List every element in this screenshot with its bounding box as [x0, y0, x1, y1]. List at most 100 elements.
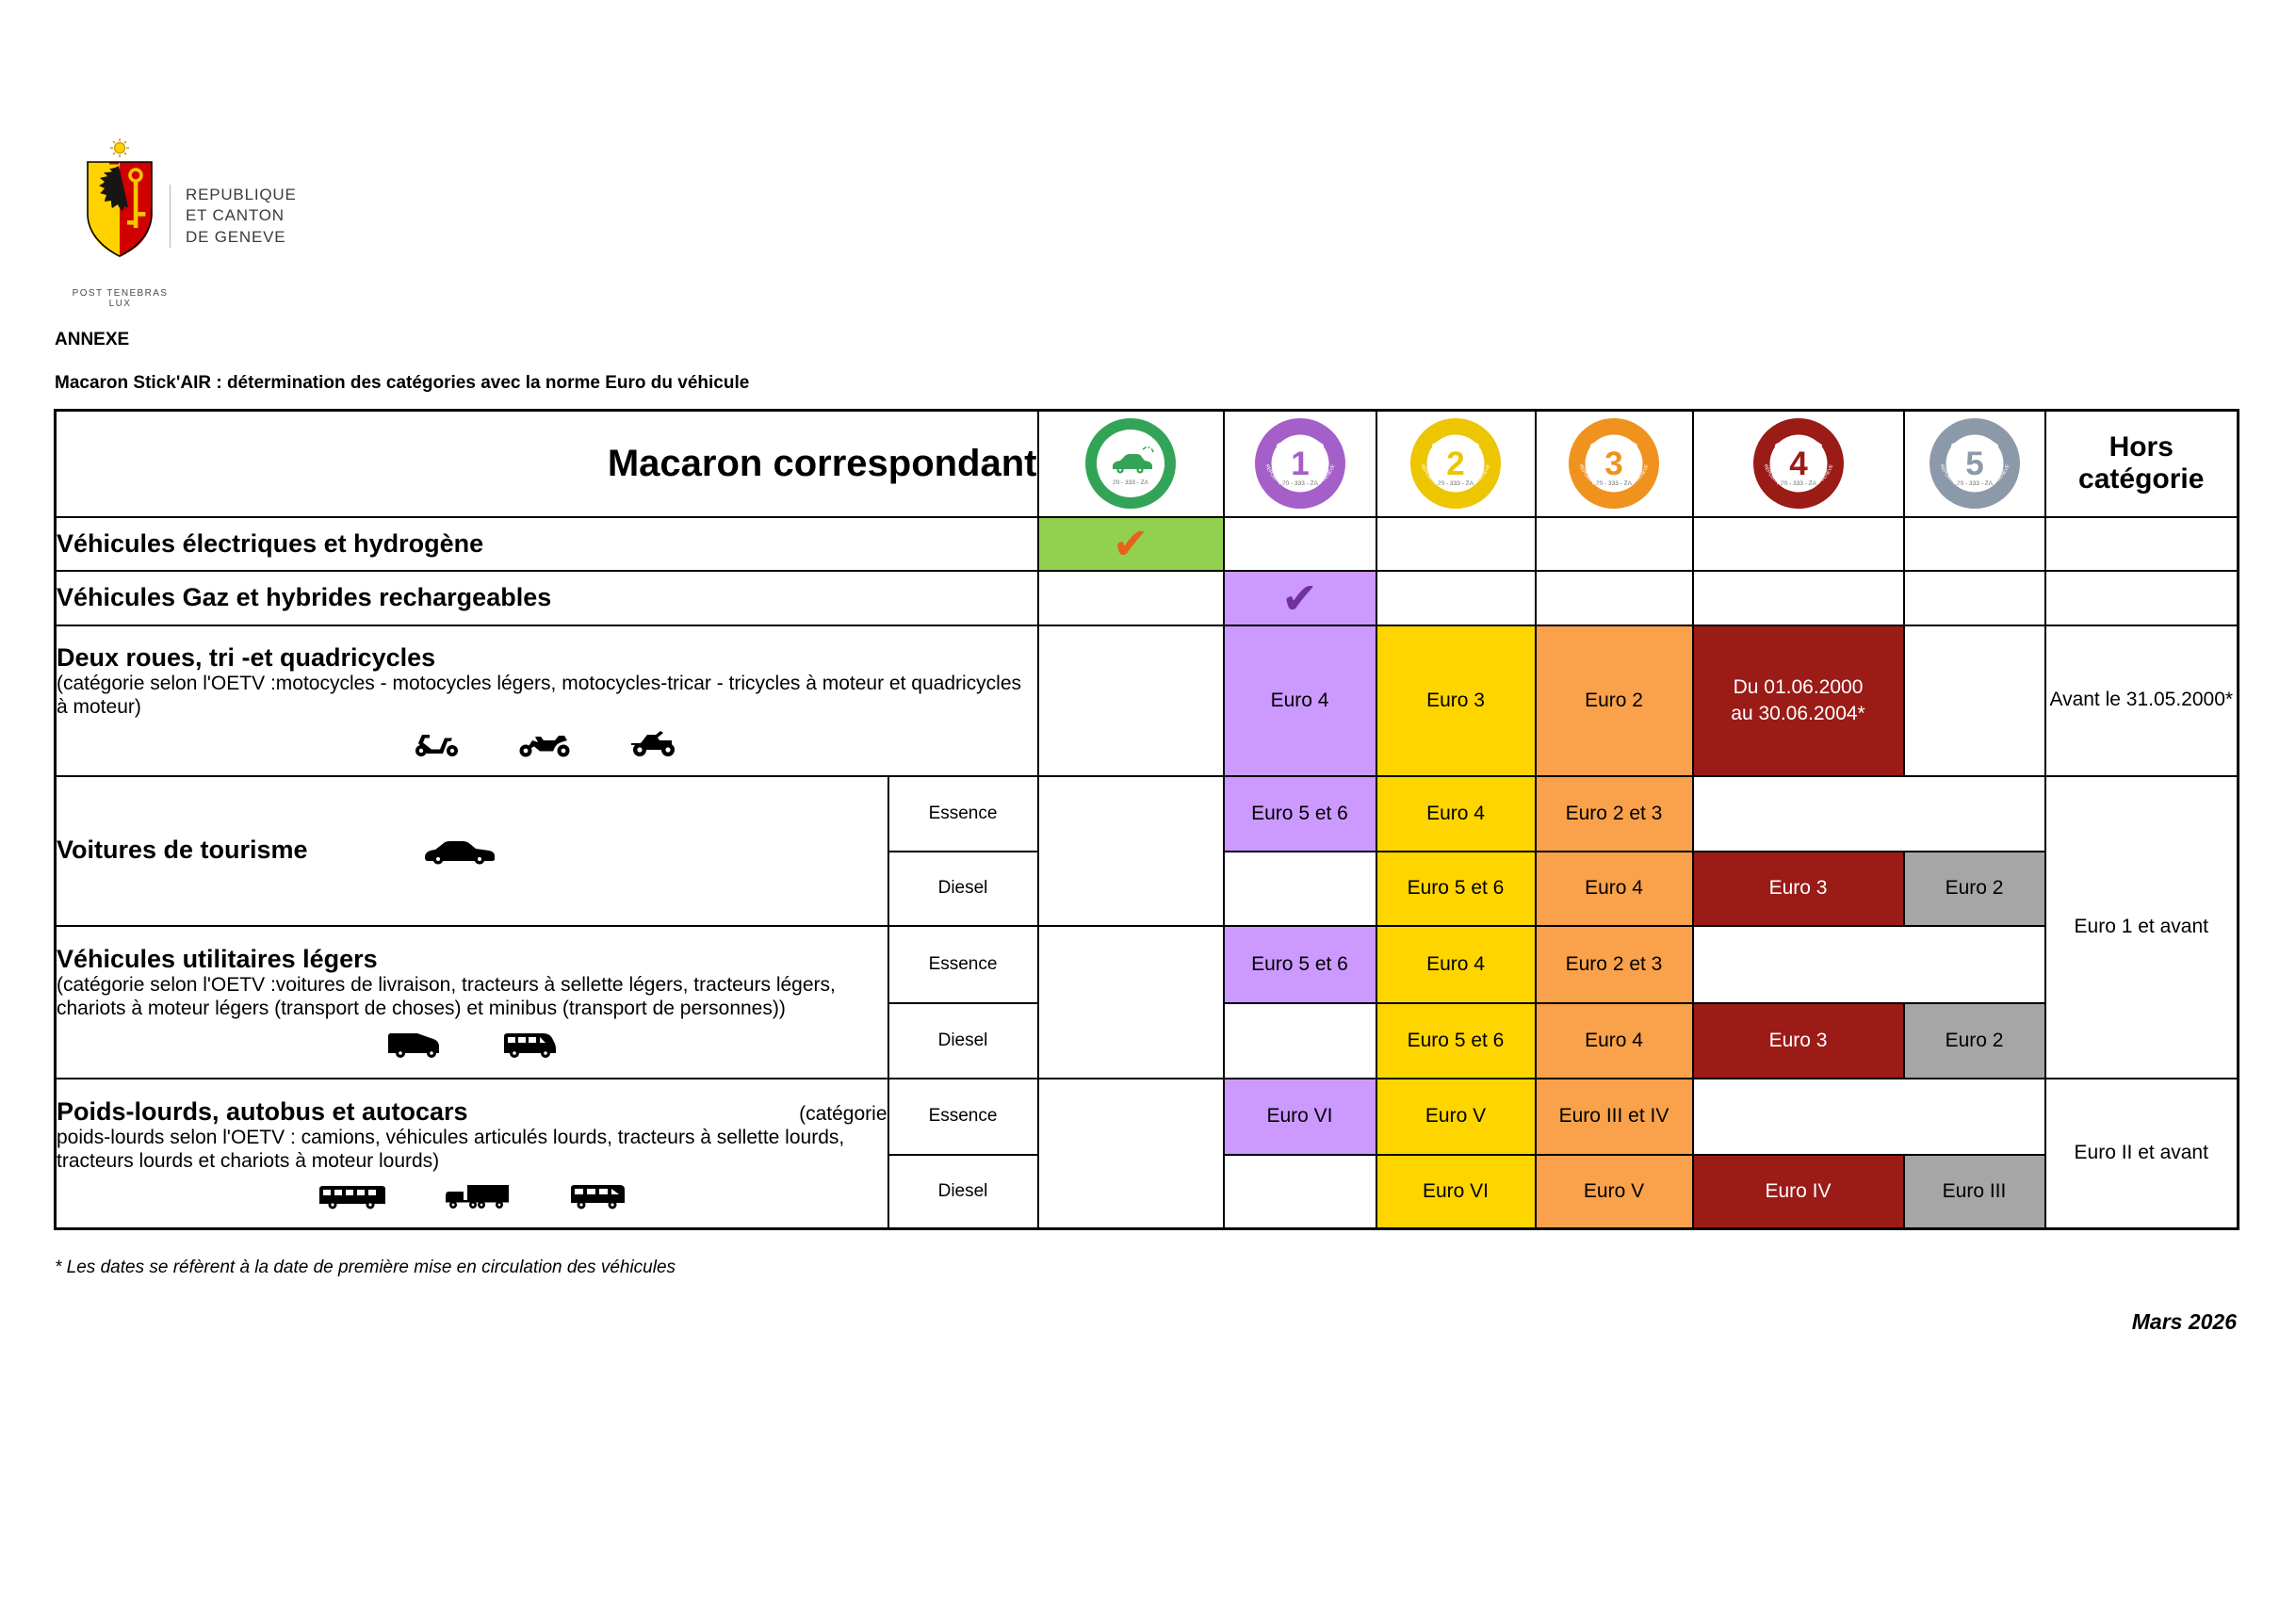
cell-empty	[1692, 570, 1905, 626]
svg-text:4: 4	[1789, 446, 1808, 482]
cell-utility-diesel-yellow: Euro 5 et 6	[1376, 1002, 1537, 1079]
cell-utility-diesel-gray: Euro 2	[1903, 1002, 2046, 1079]
svg-text:20 - 333 - ZA: 20 - 333 - ZA	[1438, 480, 1474, 487]
svg-text:Stick'AIR: Stick'AIR	[1588, 436, 1639, 454]
geneva-coat-of-arms	[87, 138, 153, 257]
cell-heavy-hors: Euro II et avant	[2044, 1078, 2239, 1230]
fuel-cell-cars-essence: Essence	[887, 775, 1039, 852]
badge-cell-electric: 20 - 333 - ZA Stick'AIR RÉPUBLIQUE ET CA…	[1037, 410, 1225, 518]
fuel-cell-heavy-essence: Essence	[887, 1078, 1039, 1156]
row-label-gas: Véhicules Gaz et hybrides rechargeables	[55, 570, 1039, 626]
stickair-badge-electric-icon: 20 - 333 - ZA Stick'AIR RÉPUBLIQUE ET CA…	[1085, 418, 1176, 510]
cell-cars-utility-hors: Euro 1 et avant	[2044, 775, 2239, 1079]
cell-empty	[1903, 516, 2046, 572]
cell-heavy-diesel-yellow: Euro VI	[1376, 1154, 1537, 1230]
row-label-electric: Véhicules électriques et hydrogène	[55, 516, 1039, 572]
cell-two-wheels-orange: Euro 2	[1535, 625, 1694, 777]
cell-utility-essence-yellow: Euro 4	[1376, 925, 1537, 1004]
svg-text:5: 5	[1965, 446, 1983, 482]
svg-text:20 - 333 - ZA: 20 - 333 - ZA	[1781, 480, 1817, 487]
hors-categorie-header: Hors catégorie	[2044, 410, 2239, 518]
heavy-title: Poids-lourds, autobus et autocars	[57, 1096, 468, 1126]
scooter-icon	[415, 734, 459, 756]
cell-empty	[2044, 570, 2239, 626]
cell-empty	[1037, 570, 1225, 626]
crest-sun-icon	[110, 138, 129, 157]
bus-icon	[318, 1185, 385, 1209]
svg-text:20 - 333 - ZA: 20 - 333 - ZA	[1596, 480, 1633, 487]
cell-two-wheels-purple: Euro 4	[1223, 625, 1377, 777]
stickair-badge-3-icon: 3 20 - 333 - ZA Stick'AIR RÉPUBLIQUE ET …	[1569, 418, 1659, 510]
cell-empty	[1535, 516, 1694, 572]
cell-heavy-diesel-orange: Euro V	[1535, 1154, 1694, 1230]
heavy-desc: poids-lourds selon l'OETV : camions, véh…	[57, 1127, 845, 1172]
cell-heavy-diesel-purple	[1223, 1154, 1377, 1230]
stickair-badge-5-icon: 5 20 - 333 - ZA Stick'AIR RÉPUBLIQUE ET …	[1929, 418, 2020, 510]
fuel-cell-cars-diesel: Diesel	[887, 851, 1039, 927]
date-range-line: Du 01.06.2000	[1733, 676, 1864, 699]
cell-cars-diesel-yellow: Euro 5 et 6	[1376, 851, 1537, 927]
cell-heavy-green	[1037, 1078, 1225, 1230]
cell-electric-green-check: ✔	[1037, 516, 1225, 572]
stickair-category-table: Macaron correspondant 20 - 333	[54, 409, 2239, 1230]
canton-line: DE GENEVE	[186, 227, 286, 246]
two-wheels-icons	[57, 727, 1036, 757]
row-label-cars: Voitures de tourisme	[55, 775, 889, 927]
svg-text:20 - 333 - ZA: 20 - 333 - ZA	[1113, 479, 1149, 486]
badge-cell-2: 2 20 - 333 - ZA Stick'AIR RÉPUBLIQUE ET …	[1376, 410, 1537, 518]
date-range-line: au 30.06.2004*	[1731, 702, 1865, 724]
two-wheels-title: Deux roues, tri -et quadricycles	[57, 643, 436, 673]
badge-cell-1: 1 20 - 333 - ZA Stick'AIR RÉPUBLIQUE ET …	[1223, 410, 1377, 518]
svg-text:1: 1	[1291, 446, 1309, 482]
canton-motto: POST TENEBRAS LUX	[72, 288, 169, 309]
row-label-heavy: Poids-lourds, autobus et autocars (catég…	[55, 1078, 889, 1230]
cell-two-wheels-yellow: Euro 3	[1376, 625, 1537, 777]
cell-utility-essence-purple: Euro 5 et 6	[1223, 925, 1377, 1004]
cell-cars-diesel-orange: Euro 4	[1535, 851, 1694, 927]
cars-title: Voitures de tourisme	[57, 836, 308, 865]
fuel-cell-utility-diesel: Diesel	[887, 1002, 1039, 1079]
key-icon	[127, 168, 146, 228]
macaron-header: Macaron correspondant	[55, 410, 1039, 518]
svg-text:Stick'AIR: Stick'AIR	[1274, 436, 1325, 454]
cell-gas-purple-check: ✔	[1223, 570, 1377, 626]
svg-text:20 - 333 - ZA: 20 - 333 - ZA	[1282, 480, 1319, 487]
footnote: * Les dates se réfèrent à la date de pre…	[55, 1258, 676, 1277]
stickair-badge-4-icon: 4 20 - 333 - ZA Stick'AIR RÉPUBLIQUE ET …	[1752, 418, 1844, 510]
fuel-cell-heavy-diesel: Diesel	[887, 1154, 1039, 1230]
stickair-badge-1-icon: 1 20 - 333 - ZA Stick'AIR RÉPUBLIQUE ET …	[1254, 418, 1345, 510]
badge-cell-4: 4 20 - 333 - ZA Stick'AIR RÉPUBLIQUE ET …	[1692, 410, 1905, 518]
cell-empty	[1903, 570, 2046, 626]
cell-cars-essence-empty	[1692, 775, 2046, 852]
svg-text:Stick'AIR: Stick'AIR	[1948, 436, 1999, 454]
svg-text:Stick'AIR: Stick'AIR	[1105, 436, 1156, 454]
cell-empty	[1692, 516, 1905, 572]
cell-heavy-diesel-red: Euro IV	[1692, 1154, 1905, 1230]
badge-cell-5: 5 20 - 333 - ZA Stick'AIR RÉPUBLIQUE ET …	[1903, 410, 2046, 518]
cell-utility-green	[1037, 925, 1225, 1079]
cell-heavy-essence-empty	[1692, 1078, 2046, 1156]
cell-utility-essence-orange: Euro 2 et 3	[1535, 925, 1694, 1004]
van-icon	[387, 1032, 439, 1058]
cell-heavy-essence-orange: Euro III et IV	[1535, 1078, 1694, 1156]
cell-cars-essence-yellow: Euro 4	[1376, 775, 1537, 852]
cell-cars-diesel-gray: Euro 2	[1903, 851, 2046, 927]
cell-two-wheels-hors: Avant le 31.05.2000*	[2044, 625, 2239, 777]
cell-empty	[1376, 570, 1537, 626]
svg-text:Stick'AIR: Stick'AIR	[1772, 436, 1823, 454]
cell-utility-diesel-orange: Euro 4	[1535, 1002, 1694, 1079]
light-utility-title: Véhicules utilitaires légers	[57, 945, 378, 974]
cell-utility-essence-empty	[1692, 925, 2046, 1004]
cell-empty	[1223, 516, 1377, 572]
car-icon	[424, 840, 495, 865]
heavy-icons	[57, 1181, 887, 1209]
cell-utility-diesel-red: Euro 3	[1692, 1002, 1905, 1079]
badge-cell-3: 3 20 - 333 - ZA Stick'AIR RÉPUBLIQUE ET …	[1535, 410, 1694, 518]
cell-cars-essence-orange: Euro 2 et 3	[1535, 775, 1694, 852]
truck-icon	[445, 1184, 509, 1209]
motorcycle-icon	[519, 735, 570, 757]
cell-cars-green	[1037, 775, 1225, 927]
svg-text:20 - 333 - ZA: 20 - 333 - ZA	[1957, 480, 1994, 487]
canton-name: REPUBLIQUE ET CANTON DE GENEVE	[170, 185, 297, 249]
svg-text:Stick'AIR: Stick'AIR	[1430, 436, 1481, 454]
